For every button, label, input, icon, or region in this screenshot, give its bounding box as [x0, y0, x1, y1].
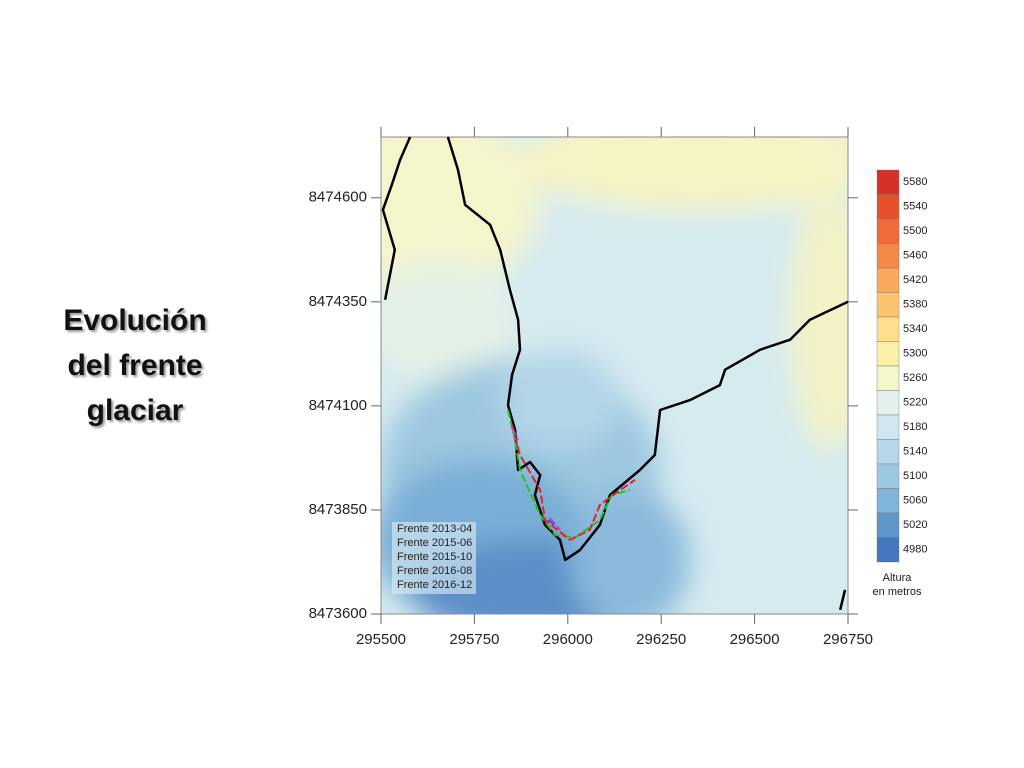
colorbar-level: 5580 [903, 176, 927, 188]
colorbar-swatch [876, 169, 900, 195]
colorbar-swatch [876, 194, 900, 220]
y-tick-label: 8474600 [309, 189, 367, 206]
colorbar-level: 5260 [903, 372, 927, 384]
y-tick-label: 8474100 [309, 397, 367, 414]
colorbar-swatch [876, 341, 900, 367]
y-tick-label: 8473850 [309, 501, 367, 518]
colorbar-swatch [876, 439, 900, 465]
colorbar-swatch [876, 292, 900, 318]
legend-entry: Frente 2015-06 [397, 537, 472, 549]
colorbar-level: 5460 [903, 250, 927, 262]
glacier-front [381, 136, 849, 611]
colorbar-label: Altura [883, 572, 913, 584]
colorbar-swatch [876, 390, 900, 416]
x-tick-label: 295750 [449, 631, 499, 648]
colorbar-swatch [876, 537, 900, 563]
colorbar-level: 5300 [903, 348, 927, 360]
glacier-front [507, 409, 631, 539]
slide-title: Evolución del frente glaciar [63, 304, 207, 427]
x-tick-label: 296250 [636, 631, 686, 648]
legend-entry: Frente 2013-04 [397, 523, 472, 535]
colorbar-swatch [876, 218, 900, 244]
plot-frame [380, 136, 849, 615]
colorbar-level: 5420 [903, 274, 927, 286]
y-tick-label: 8473600 [309, 605, 367, 622]
glacier-front [547, 519, 556, 526]
colorbar-level: 5340 [903, 323, 927, 335]
x-tick-label: 295500 [356, 631, 406, 648]
legend-box [392, 522, 476, 594]
y-tick-label: 8474350 [309, 293, 367, 310]
x-tick-label: 296500 [730, 631, 780, 648]
colorbar-level: 5540 [903, 201, 927, 213]
colorbar-swatch [876, 414, 900, 440]
colorbar-swatch [876, 488, 900, 514]
colorbar-level: 5380 [903, 299, 927, 311]
colorbar-level: 5220 [903, 397, 927, 409]
colorbar-level: 5180 [903, 421, 927, 433]
glacier-front [511, 424, 636, 541]
colorbar-level: 5140 [903, 446, 927, 458]
x-tick-label: 296750 [823, 631, 873, 648]
colorbar-swatch [876, 365, 900, 391]
colorbar-level: 5100 [903, 470, 927, 482]
colorbar-swatch [876, 316, 900, 342]
colorbar-swatch [876, 463, 900, 489]
colorbar-level: 5060 [903, 495, 927, 507]
legend-entry: Frente 2016-08 [397, 565, 472, 577]
colorbar-swatch [876, 267, 900, 293]
colorbar-label: en metros [873, 586, 922, 598]
legend-entry: Frente 2016-12 [397, 579, 472, 591]
colorbar-swatch [876, 512, 900, 538]
colorbar-level: 4980 [903, 544, 927, 556]
colorbar-level: 5020 [903, 519, 927, 531]
colorbar-level: 5500 [903, 225, 927, 237]
x-tick-label: 296000 [543, 631, 593, 648]
colorbar-swatch [876, 243, 900, 269]
legend-entry: Frente 2015-10 [397, 551, 472, 563]
